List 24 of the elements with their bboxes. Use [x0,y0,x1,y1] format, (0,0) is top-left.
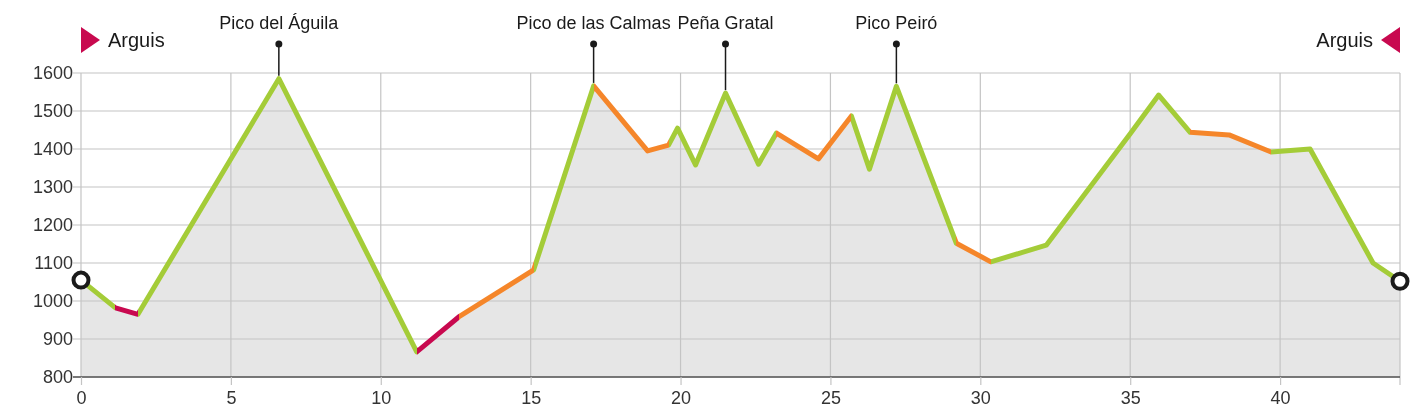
x-tick-label: 25 [820,388,841,409]
y-tick-label: 900 [42,329,73,350]
y-tick-label: 800 [42,367,73,388]
text: Arguis [1316,29,1373,51]
text: Arguis [108,29,165,51]
annotation: Pico Peiró [855,13,938,33]
annotation: Peña Gratal [677,13,774,33]
x-tick-label: 30 [970,388,991,409]
y-tick-label: 1200 [32,215,73,236]
x-tick-label: 0 [76,388,87,409]
y-tick-label: 1500 [32,101,73,122]
y-tick-label: 1300 [32,177,73,198]
x-tick-label: 35 [1120,388,1141,409]
y-tick-label: 1400 [32,139,73,160]
y-tick-label: 1100 [34,253,73,274]
x-tick-label: 10 [371,388,392,409]
y-tick-label: 1000 [32,291,73,312]
x-tick-label: 40 [1270,388,1291,409]
annotation: Pico de las Calmas [516,13,671,33]
annotation: Pico del Águila [219,13,340,33]
y-tick-label: 1600 [32,63,73,84]
x-tick-label: 15 [521,388,542,409]
x-tick-label: 20 [671,388,692,409]
x-tick-label: 5 [226,388,237,409]
